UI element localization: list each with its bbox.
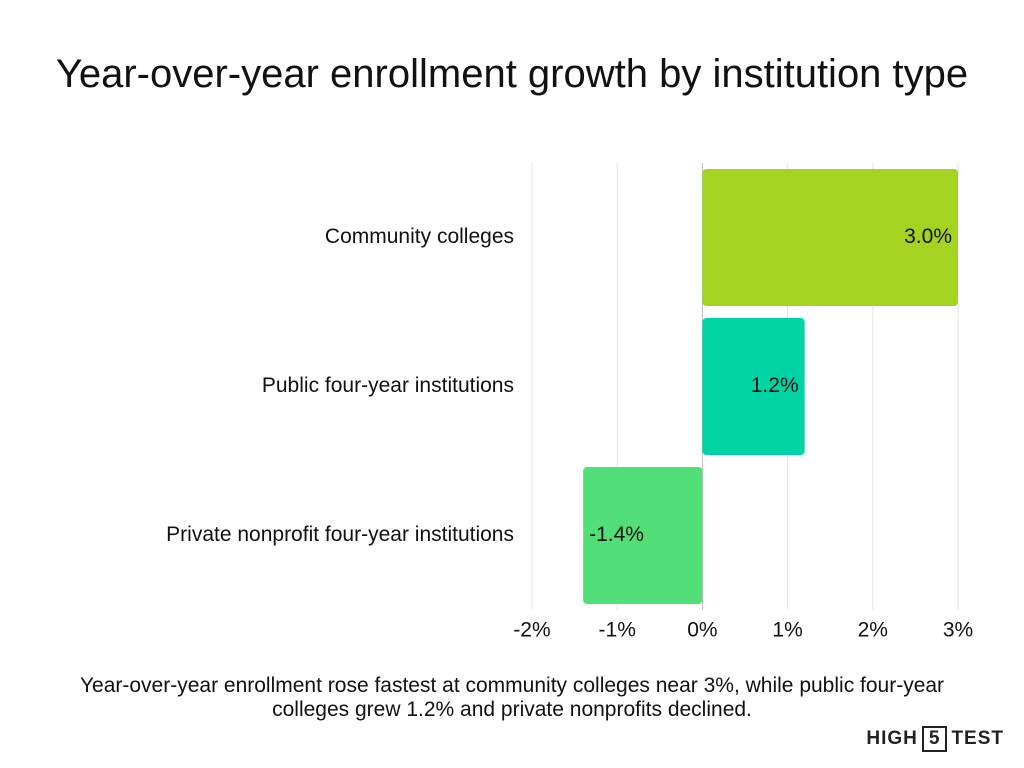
value-label: 3.0%: [904, 225, 952, 248]
x-tick-label: 3%: [943, 619, 973, 642]
bar: [702, 168, 958, 307]
y-tick-label: Private nonprofit four-year institutions: [166, 523, 514, 546]
value-label: 1.2%: [751, 374, 799, 397]
chart-title: Year-over-year enrollment growth by inst…: [55, 52, 969, 96]
x-tick-label: 0%: [687, 619, 717, 642]
brand-text: HIGH: [866, 728, 918, 749]
y-tick-label: Community colleges: [325, 225, 514, 248]
x-tick-label: -1%: [599, 619, 636, 642]
x-tick-label: 2%: [858, 619, 888, 642]
x-tick-label: 1%: [772, 619, 802, 642]
brand-text: TEST: [951, 728, 1004, 749]
bar: [583, 466, 703, 605]
x-tick-label: -2%: [513, 619, 550, 642]
caption: Year-over-year enrollment rose fastest a…: [79, 674, 945, 721]
value-label: -1.4%: [589, 523, 644, 546]
brand-logo: HIGH 5 TEST: [866, 726, 1004, 752]
y-tick-label: Public four-year institutions: [262, 374, 514, 397]
brand-text: 5: [921, 726, 948, 752]
bar: [702, 317, 805, 456]
